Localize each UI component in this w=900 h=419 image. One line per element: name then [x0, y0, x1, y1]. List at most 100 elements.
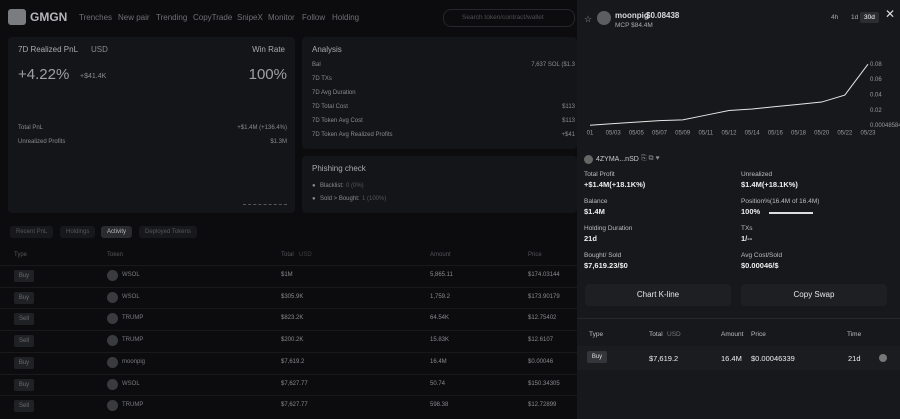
- search-placeholder: Search token/contract/wallet: [462, 14, 544, 21]
- token-mcp: MCP $84.4M: [615, 22, 653, 29]
- tab[interactable]: Deployed Tokens: [139, 226, 197, 238]
- column-header: Token: [107, 252, 124, 258]
- close-button[interactable]: ✕: [885, 7, 896, 21]
- timeframe[interactable]: 4h: [831, 14, 839, 21]
- action-button[interactable]: Copy Swap: [741, 284, 887, 306]
- price-chart: 0.00048584 0.02 0.04 0.06 0.08 01 05/03 05/05 05…: [587, 62, 900, 137]
- column-header: Time: [847, 331, 862, 338]
- logo[interactable]: GMGN: [30, 10, 68, 24]
- nav-item[interactable]: Trending: [156, 13, 188, 22]
- x-tick-label: 05/11: [699, 131, 714, 137]
- price: $12.75402: [528, 315, 557, 322]
- token-icon: [107, 400, 118, 412]
- token-icon: [597, 11, 611, 25]
- token-name: moonpig: [615, 11, 649, 20]
- nav-item[interactable]: Holding: [332, 13, 360, 22]
- nav-item[interactable]: Monitor: [268, 13, 295, 22]
- column-unit: USD: [299, 252, 312, 258]
- price: $0.00046: [528, 358, 554, 365]
- tab[interactable]: Holdings: [60, 226, 96, 238]
- wallet-icon: [584, 155, 593, 164]
- row-divider: [0, 373, 577, 375]
- token-name[interactable]: TRUMP: [122, 315, 144, 322]
- timeframe[interactable]: 30d: [860, 12, 879, 23]
- nav-item[interactable]: CopyTrade: [193, 13, 233, 22]
- analysis-value: +$41: [561, 132, 575, 138]
- divider: [577, 318, 900, 319]
- type-badge[interactable]: Buy: [14, 378, 34, 391]
- amount: 5,865.11: [430, 272, 453, 278]
- analysis-value: 7,637 SOL ($1.3: [531, 62, 575, 68]
- search-box[interactable]: Search token/contract/wallet: [443, 9, 575, 27]
- token-name[interactable]: moonpig: [122, 358, 146, 365]
- x-tick-label: 05/23: [860, 131, 876, 137]
- stat-label: Avg Cost/Sold: [741, 252, 783, 259]
- stat-value: $0.00046/$: [741, 261, 779, 270]
- type-badge[interactable]: Sell: [14, 400, 34, 413]
- analysis-label: 7D Avg Duration: [312, 90, 356, 96]
- favorite-star[interactable]: ☆: [584, 14, 593, 24]
- amount: 598.38: [430, 402, 449, 409]
- row-icon[interactable]: [879, 354, 887, 362]
- token-name[interactable]: WSOL: [122, 293, 140, 300]
- token-name[interactable]: WSOL: [122, 272, 140, 278]
- analysis-label: 7D Token Avg Realized Profits: [312, 132, 393, 138]
- analysis-value: $113: [562, 118, 575, 124]
- token-name[interactable]: TRUMP: [122, 337, 144, 344]
- tab[interactable]: Recent PnL: [10, 226, 54, 238]
- column-header: Amount: [721, 331, 744, 338]
- pnl-usd: +$41.4K: [80, 73, 107, 80]
- column-header: Total: [281, 252, 294, 258]
- stat-value: 100%: [741, 207, 761, 216]
- nav-item[interactable]: Follow: [302, 13, 326, 22]
- row-divider: [0, 395, 577, 397]
- token-name[interactable]: TRUMP: [122, 402, 144, 409]
- row-divider: [0, 330, 577, 332]
- y-tick-label: 0.06: [870, 77, 882, 83]
- trade-cell: 16.4M: [721, 354, 742, 363]
- column-header: Type: [589, 331, 604, 338]
- timeframe[interactable]: 1d: [851, 14, 859, 21]
- stat-label: TXs: [741, 225, 753, 232]
- stat-label: Total Profit: [584, 171, 615, 178]
- logo-icon: [8, 9, 26, 25]
- amount: 15.83K: [430, 337, 450, 344]
- currency[interactable]: USD: [91, 45, 108, 54]
- total: $7,619.2: [281, 358, 305, 365]
- type-badge[interactable]: Buy: [14, 356, 34, 369]
- stat-value: +$1.4M(+18.1K%): [584, 180, 646, 189]
- token-name[interactable]: WSOL: [122, 380, 140, 387]
- token-icon: [107, 335, 118, 347]
- stat-value: $1.4M(+18.1K%): [741, 180, 798, 189]
- wallet-address[interactable]: 4ZYMA...nSD: [596, 156, 639, 163]
- trade-cell: $7,619.2: [649, 354, 679, 363]
- action-button[interactable]: Chart K-line: [585, 284, 731, 306]
- tab[interactable]: Activity: [101, 226, 133, 238]
- price: $12.6107: [528, 337, 554, 344]
- wallet-actions[interactable]: ⎘ ⧉ ♥: [641, 155, 660, 162]
- price: $173.90179: [528, 293, 560, 300]
- nav-item[interactable]: Trenches: [79, 13, 113, 22]
- type-badge[interactable]: Buy: [14, 270, 34, 282]
- total: $200.2K: [281, 337, 304, 344]
- x-tick-label: 05/12: [721, 131, 737, 137]
- price: $174.03144: [528, 272, 560, 278]
- type-badge[interactable]: Buy: [587, 351, 607, 363]
- nav-item[interactable]: New pair: [118, 13, 150, 22]
- amount: 1,759.2: [430, 293, 451, 300]
- nav-item[interactable]: SnipeX: [237, 13, 263, 22]
- type-badge[interactable]: Sell: [14, 335, 34, 348]
- total: $305.9K: [281, 293, 304, 300]
- type-badge[interactable]: Sell: [14, 313, 34, 326]
- placeholder-dash: [243, 204, 287, 205]
- phishing-label: Sold > Bought:: [320, 196, 360, 202]
- phishing-value: 0 (0%): [346, 183, 364, 189]
- stat-value: 21d: [584, 234, 597, 243]
- x-tick-label: 05/22: [837, 131, 853, 137]
- analysis-title: Analysis: [312, 45, 342, 54]
- analysis-label: 7D Total Cost: [312, 104, 348, 110]
- token-icon: [107, 378, 118, 390]
- price: $150.34305: [528, 380, 560, 387]
- stat-label: Holding Duration: [584, 225, 633, 232]
- type-badge[interactable]: Buy: [14, 291, 34, 304]
